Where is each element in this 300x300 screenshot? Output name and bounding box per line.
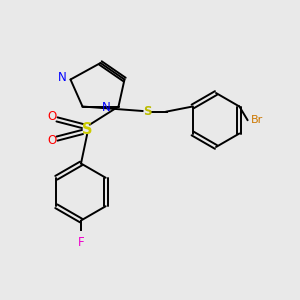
Text: N: N: [58, 70, 67, 84]
Text: O: O: [48, 134, 57, 148]
Text: N: N: [102, 100, 111, 114]
Text: Br: Br: [251, 115, 263, 125]
Text: O: O: [48, 110, 57, 124]
Text: F: F: [78, 236, 84, 248]
Text: S: S: [82, 122, 92, 136]
Text: S: S: [143, 105, 151, 118]
